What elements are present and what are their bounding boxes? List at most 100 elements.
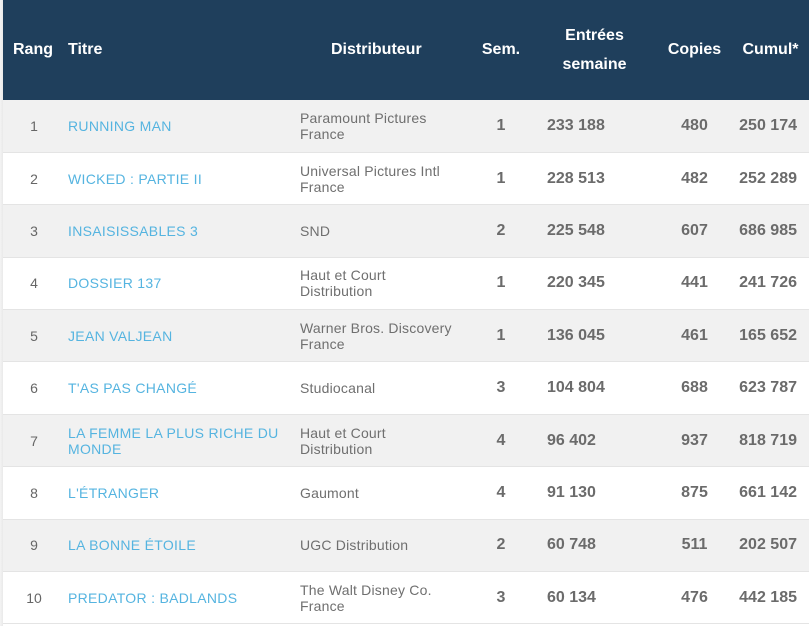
copies-cell: 480 <box>681 116 708 134</box>
distributor-line2: Distribution <box>300 283 373 300</box>
rank-cell: 3 <box>30 222 38 239</box>
weeks-cell: 1 <box>496 116 506 134</box>
header-entrees-semaine[interactable]: Entrées semaine <box>532 0 657 100</box>
header-titre[interactable]: Titre <box>68 41 103 58</box>
rank-cell: 5 <box>30 327 38 344</box>
box-office-table: Rang Titre Distributeur Sem. Entrées sema… <box>3 0 809 624</box>
cumulative-cell: 442 185 <box>739 588 797 606</box>
distributor-line1: Gaumont <box>300 484 359 501</box>
header-copies[interactable]: Copies <box>667 41 722 58</box>
film-title-link[interactable]: PREDATOR : BADLANDS <box>68 589 238 606</box>
weeks-cell: 3 <box>496 379 506 397</box>
cumulative-cell: 686 985 <box>739 221 797 239</box>
copies-cell: 482 <box>681 169 708 187</box>
distributor-cell: Universal Pictures Intl France <box>300 152 470 204</box>
copies-cell: 875 <box>681 483 708 501</box>
film-title-link[interactable]: JEAN VALJEAN <box>68 327 173 344</box>
copies-cell: 511 <box>681 536 708 554</box>
distributor-cell: UGC Distribution <box>300 519 470 571</box>
weeks-cell: 3 <box>496 588 506 606</box>
distributor-cell: The Walt Disney Co. France <box>300 572 470 624</box>
film-title-link[interactable]: LA BONNE ÉTOILE <box>68 537 196 554</box>
weekly-admissions-cell: 225 548 <box>547 221 605 239</box>
distributor-cell: Warner Bros. Discovery France <box>300 310 470 362</box>
weeks-cell: 2 <box>496 536 506 554</box>
cumulative-cell: 165 652 <box>739 326 797 344</box>
header-semaine[interactable]: Sem. <box>481 41 521 58</box>
film-title-link[interactable]: DOSSIER 137 <box>68 275 162 292</box>
table-row: 1 RUNNING MAN Paramount Pictures France 1… <box>3 100 809 153</box>
distributor-line2: Distribution <box>300 440 373 457</box>
cumulative-cell: 250 174 <box>739 116 797 134</box>
distributor-line1: Haut et Court <box>300 424 386 441</box>
table-row: 5 JEAN VALJEAN Warner Bros. Discovery Fra… <box>3 309 809 362</box>
table-body: 1 RUNNING MAN Paramount Pictures France 1… <box>3 100 809 624</box>
film-title-link[interactable]: RUNNING MAN <box>68 117 172 134</box>
distributor-cell: Paramount Pictures France <box>300 100 470 152</box>
cumulative-cell: 202 507 <box>739 536 797 554</box>
copies-cell: 688 <box>681 379 708 397</box>
weekly-admissions-cell: 91 130 <box>547 483 596 501</box>
header-rang[interactable]: Rang <box>13 41 53 58</box>
distributor-line2: France <box>300 125 345 142</box>
rank-cell: 2 <box>30 170 38 187</box>
distributor-line1: Warner Bros. Discovery <box>300 319 452 336</box>
header-entrees-line1: Entrées <box>565 27 624 44</box>
rank-cell: 10 <box>26 589 42 606</box>
table-row: 9 LA BONNE ÉTOILE UGC Distribution 2 60 … <box>3 519 809 572</box>
film-title-link[interactable]: T'AS PAS CHANGÉ <box>68 380 198 397</box>
distributor-line1: Haut et Court <box>300 267 386 284</box>
rank-cell: 1 <box>30 117 38 134</box>
copies-cell: 607 <box>681 221 708 239</box>
copies-cell: 441 <box>681 274 708 292</box>
distributor-cell: Haut et Court Distribution <box>300 414 470 466</box>
copies-cell: 937 <box>681 431 708 449</box>
table-row: 10 PREDATOR : BADLANDS The Walt Disney C… <box>3 571 809 624</box>
header-cumul[interactable]: Cumul* <box>742 41 799 58</box>
weeks-cell: 1 <box>496 274 506 292</box>
table-row: 6 T'AS PAS CHANGÉ Studiocanal 3 104 804 … <box>3 361 809 415</box>
cumulative-cell: 818 719 <box>739 431 797 449</box>
table-row: 3 INSAISISSABLES 3 SND 2 225 548 607 686… <box>3 204 809 258</box>
weekly-admissions-cell: 60 134 <box>547 588 596 606</box>
distributor-line1: Studiocanal <box>300 380 376 397</box>
rank-cell: 7 <box>30 432 38 449</box>
distributor-cell: Haut et Court Distribution <box>300 257 470 309</box>
header-entrees-line2: semaine <box>562 56 627 73</box>
weekly-admissions-cell: 60 748 <box>547 536 596 554</box>
film-title-link[interactable]: L'ÉTRANGER <box>68 484 160 501</box>
left-edge-shadow <box>0 0 3 626</box>
weeks-cell: 4 <box>496 431 506 449</box>
cumulative-cell: 623 787 <box>739 379 797 397</box>
weekly-admissions-cell: 136 045 <box>547 326 605 344</box>
film-title-link[interactable]: INSAISISSABLES 3 <box>68 222 199 239</box>
distributor-line2: France <box>300 597 345 614</box>
distributor-cell: SND <box>300 205 470 257</box>
distributor-line1: The Walt Disney Co. <box>300 581 432 598</box>
weeks-cell: 2 <box>496 221 506 239</box>
table-header: Rang Titre Distributeur Sem. Entrées sema… <box>3 0 809 100</box>
distributor-cell: Studiocanal <box>300 362 470 414</box>
distributor-cell: Gaumont <box>300 467 470 519</box>
cumulative-cell: 241 726 <box>739 274 797 292</box>
rank-cell: 6 <box>30 380 38 397</box>
weekly-admissions-cell: 220 345 <box>547 274 605 292</box>
copies-cell: 476 <box>681 588 708 606</box>
distributor-line1: UGC Distribution <box>300 537 409 554</box>
distributor-line1: Paramount Pictures <box>300 109 427 126</box>
header-distributeur[interactable]: Distributeur <box>331 41 422 58</box>
weeks-cell: 1 <box>496 326 506 344</box>
distributor-line1: Universal Pictures Intl <box>300 162 440 179</box>
weeks-cell: 1 <box>496 169 506 187</box>
copies-cell: 461 <box>681 326 708 344</box>
rank-cell: 9 <box>30 537 38 554</box>
film-title-link[interactable]: WICKED : PARTIE II <box>68 170 203 187</box>
distributor-line2: France <box>300 178 345 195</box>
table-row: 8 L'ÉTRANGER Gaumont 4 91 130 875 661 14… <box>3 466 809 520</box>
weekly-admissions-cell: 104 804 <box>547 379 605 397</box>
weekly-admissions-cell: 96 402 <box>547 431 596 449</box>
table-row: 4 DOSSIER 137 Haut et Court Distribution … <box>3 257 809 310</box>
rank-cell: 8 <box>30 484 38 501</box>
film-title-link[interactable]: LA FEMME LA PLUS RICHE DU MONDE <box>68 424 279 457</box>
